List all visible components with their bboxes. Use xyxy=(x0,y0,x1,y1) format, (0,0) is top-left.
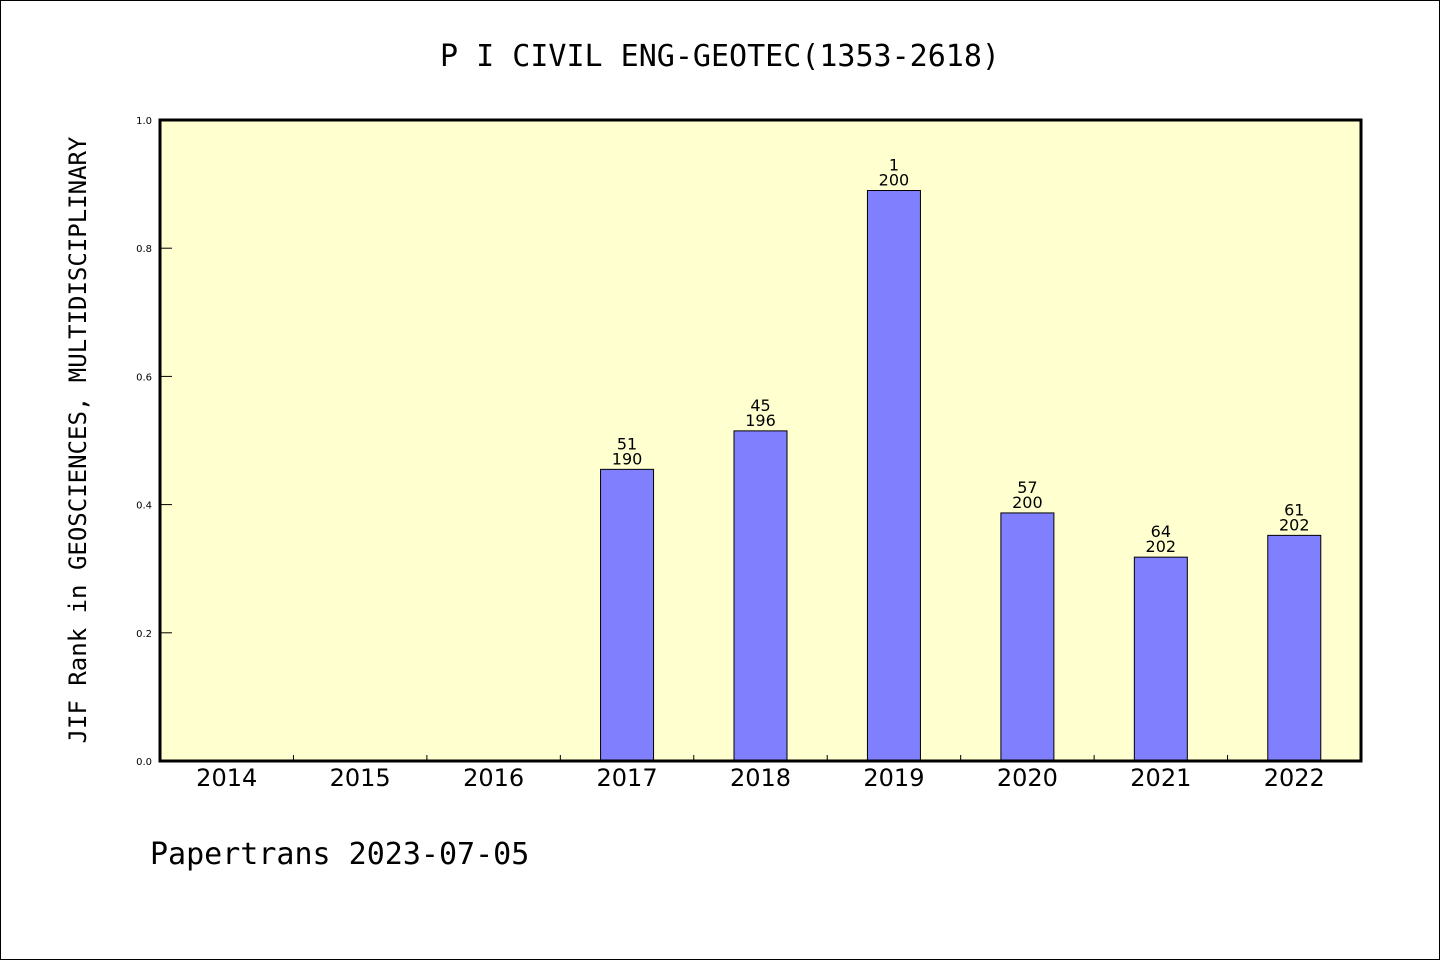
x-tick-label: 2018 xyxy=(730,764,791,792)
y-tick-label: 0.2 xyxy=(136,629,152,640)
bar-rank-label: 45 xyxy=(750,396,770,415)
y-tick-label: 0.0 xyxy=(136,757,152,768)
y-tick-label: 0.4 xyxy=(136,501,152,512)
bar-rank-label: 1 xyxy=(889,156,899,175)
bar-total-label: 200 xyxy=(879,171,910,190)
y-tick-label: 0.6 xyxy=(136,372,152,383)
plot-border xyxy=(158,118,1363,763)
bar-2017 xyxy=(600,468,655,762)
bar-total-label: 196 xyxy=(745,411,776,430)
bar-2020 xyxy=(1000,512,1055,762)
bar-2018 xyxy=(733,430,788,762)
bar-2022 xyxy=(1267,534,1322,762)
bar-2021 xyxy=(1133,556,1188,762)
bar-rank-label: 61 xyxy=(1284,500,1304,519)
y-tick-label: 1.0 xyxy=(136,116,152,127)
bar-total-label: 190 xyxy=(612,449,643,468)
x-tick-label: 2022 xyxy=(1264,764,1325,792)
x-tick-label: 2017 xyxy=(597,764,658,792)
x-tick-label: 2021 xyxy=(1130,764,1191,792)
x-axis: 2014 2015 2016 2017 2018 2019 2020 2021 2022 xyxy=(196,755,1325,792)
bars-group xyxy=(600,190,1322,762)
bar-2019 xyxy=(866,190,921,762)
x-tick-label: 2016 xyxy=(463,764,524,792)
bar-rank-label: 64 xyxy=(1151,522,1171,541)
x-tick-label: 2014 xyxy=(196,764,257,792)
chart-title: P I CIVIL ENG-GEOTEC(1353-2618) xyxy=(440,39,1000,74)
x-tick-label: 2020 xyxy=(997,764,1058,792)
bar-total-label: 202 xyxy=(1279,515,1310,534)
footer-text: Papertrans 2023-07-05 xyxy=(150,837,529,872)
x-tick-label: 2019 xyxy=(863,764,924,792)
y-axis-label: JIF Rank in GEOSCIENCES, MULTIDISCIPLINA… xyxy=(64,136,92,743)
bar-rank-label: 57 xyxy=(1017,478,1037,497)
y-tick-label: 0.8 xyxy=(136,244,152,255)
bar-total-label: 200 xyxy=(1012,493,1043,512)
bar-rank-label: 51 xyxy=(617,434,637,453)
bar-total-label: 202 xyxy=(1146,537,1177,556)
x-tick-label: 2015 xyxy=(330,764,391,792)
